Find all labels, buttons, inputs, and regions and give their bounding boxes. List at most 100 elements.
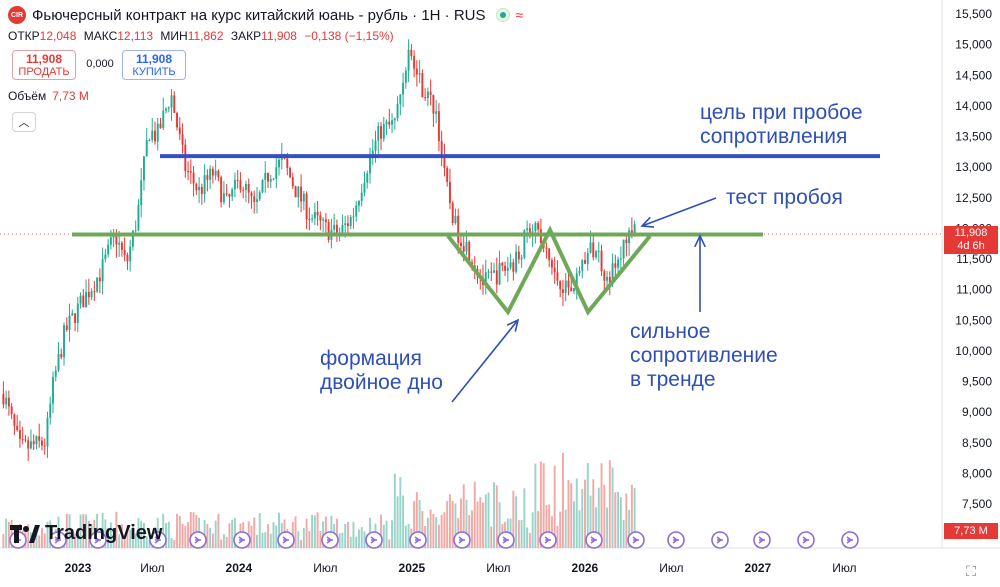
volume-bar xyxy=(316,512,319,548)
event-marker-icon[interactable] xyxy=(841,531,859,549)
volume-bar xyxy=(115,511,118,548)
candle-body xyxy=(101,259,104,282)
event-marker-icon[interactable] xyxy=(753,531,771,549)
volume-bar xyxy=(79,514,82,548)
candle-body xyxy=(300,186,303,202)
volume-bar xyxy=(76,533,79,548)
volume-bar xyxy=(148,539,151,548)
candle-body xyxy=(239,180,242,190)
volume-bar xyxy=(338,533,341,548)
volume-bar xyxy=(203,519,206,548)
candle-body xyxy=(567,280,570,288)
last-price-tag: 11,908 4d 6h xyxy=(944,226,998,254)
candle-body xyxy=(151,130,154,140)
volume-bar xyxy=(393,473,396,548)
tradingview-logo[interactable]: TradingView xyxy=(10,522,162,545)
event-marker-icon[interactable] xyxy=(667,531,685,549)
volume-bar xyxy=(564,509,567,548)
volume-bar xyxy=(278,512,280,548)
volume-bar xyxy=(531,512,534,548)
volume-bar xyxy=(581,489,584,548)
sell-button[interactable]: 11,908 ПРОДАТЬ xyxy=(12,50,76,80)
volume-bar xyxy=(178,515,181,548)
price-tick-label: 14,500 xyxy=(955,68,992,82)
candle-body xyxy=(286,158,289,168)
wave-icon[interactable]: ≈ xyxy=(515,7,524,23)
volume-bar xyxy=(261,532,264,548)
volume-bar xyxy=(74,533,77,548)
event-marker-icon[interactable] xyxy=(233,531,251,549)
annotation-test: тест пробоя xyxy=(726,186,843,209)
time-axis[interactable]: 2023 Июл 2024 Июл 2025 Июл 2026 Июл 2027 Июл xyxy=(65,561,857,575)
candle-body xyxy=(517,251,520,260)
volume-bar xyxy=(476,501,479,548)
volume-bar xyxy=(360,527,363,548)
price-axis[interactable]: 15,500 15,000 14,500 14,000 13,500 13,000 12,5… xyxy=(955,7,992,511)
event-marker-icon[interactable] xyxy=(321,531,339,549)
candle-body xyxy=(333,224,336,230)
price-tick-label: 9,500 xyxy=(962,375,992,389)
event-marker-icon[interactable] xyxy=(365,531,383,549)
price-tick-label: 13,500 xyxy=(955,130,992,144)
price-tick-label: 8,000 xyxy=(962,466,992,480)
high-label: МАКС xyxy=(83,29,118,43)
candle-body xyxy=(592,242,595,258)
volume-bar xyxy=(140,520,143,548)
event-marker-icon[interactable] xyxy=(539,531,557,549)
volume-bar xyxy=(559,511,562,548)
volume-bar xyxy=(300,539,303,548)
buy-button[interactable]: 11,908 КУПИТЬ xyxy=(122,50,186,80)
candle-body xyxy=(140,180,143,206)
volume-bar xyxy=(267,524,269,548)
event-marker-icon[interactable] xyxy=(797,531,815,549)
volume-bar xyxy=(173,540,176,548)
volume-bar xyxy=(272,522,275,548)
candle-body xyxy=(344,223,347,226)
drawing-lines xyxy=(72,154,880,403)
candle-body xyxy=(534,223,537,232)
candle-body xyxy=(71,313,74,316)
event-marker-icon[interactable] xyxy=(189,531,207,549)
candle-body xyxy=(437,111,440,142)
volume-bar xyxy=(573,501,575,548)
candle-body xyxy=(43,445,46,447)
candle-body xyxy=(628,230,631,244)
candle-body xyxy=(553,267,556,273)
candle-body xyxy=(391,120,394,125)
event-marker-icon[interactable] xyxy=(711,531,729,549)
change-value: −0,138 (−1,15%) xyxy=(304,29,394,43)
candle-body xyxy=(575,273,578,289)
volume-bar xyxy=(87,520,90,548)
candle-body xyxy=(181,134,184,145)
collapse-legend-button[interactable]: ︿ xyxy=(12,112,36,132)
settings-icon[interactable]: ⛶ xyxy=(966,563,976,579)
event-markers[interactable] xyxy=(9,531,859,549)
event-marker-icon[interactable] xyxy=(409,531,427,549)
volume-bar xyxy=(363,531,366,548)
volume-bar xyxy=(520,520,523,548)
event-marker-icon[interactable] xyxy=(627,531,645,549)
price-tick-label: 15,500 xyxy=(955,7,992,21)
symbol-title[interactable]: Фьючерсный контракт на курс китайский юа… xyxy=(32,6,486,24)
candle-body xyxy=(335,224,338,235)
symbol-logo-icon[interactable]: CIR xyxy=(8,6,26,24)
event-marker-icon[interactable] xyxy=(453,531,471,549)
volume-bar xyxy=(167,521,170,548)
event-marker-icon[interactable] xyxy=(149,531,167,549)
volume-bar xyxy=(586,463,589,548)
close-label: ЗАКР xyxy=(230,29,262,43)
volume-bar xyxy=(104,519,107,548)
market-open-dot-icon[interactable] xyxy=(495,8,510,22)
volume-bar xyxy=(471,510,473,548)
event-marker-icon[interactable] xyxy=(497,531,515,549)
event-marker-icon[interactable] xyxy=(89,531,107,549)
event-marker-icon[interactable] xyxy=(585,531,603,549)
volume-bar xyxy=(101,512,104,548)
event-marker-icon[interactable] xyxy=(277,531,295,549)
candle-body xyxy=(16,425,19,431)
price-tick-label: 10,000 xyxy=(955,344,992,358)
candle-body xyxy=(203,175,206,195)
volume-bar xyxy=(614,492,617,548)
event-marker-icon[interactable] xyxy=(49,531,67,549)
